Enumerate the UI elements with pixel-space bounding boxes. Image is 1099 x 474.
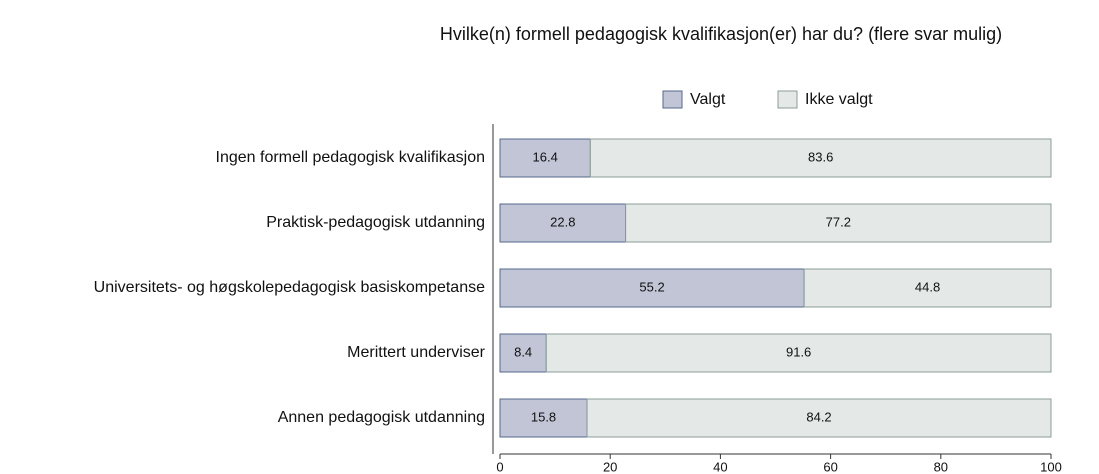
chart-title: Hvilke(n) formell pedagogisk kvalifikasj… [440,24,1002,44]
data-label: 91.6 [786,344,811,359]
legend-swatch [777,90,798,109]
bar-segment [803,268,1052,308]
category-label: Merittert underviser [347,344,485,361]
bar-segment [589,138,1052,178]
category-label: Praktisk-pedagogisk utdanning [266,214,485,231]
data-label: 44.8 [915,279,940,294]
bar-segment [586,398,1052,438]
data-label: 55.2 [639,279,664,294]
bar-segment [499,333,547,373]
data-label: 16.4 [533,149,558,164]
bar-segment [625,203,1052,243]
data-label: 8.4 [514,344,532,359]
x-tick-label: 0 [496,459,503,474]
bar-segment [499,138,591,178]
data-label: 84.2 [806,409,831,424]
legend-swatch [662,90,683,109]
category-label: Annen pedagogisk utdanning [278,409,485,426]
bar-segment [499,398,588,438]
category-label: Universitets- og høgskolepedagogisk basi… [94,279,485,296]
data-label: 83.6 [808,149,833,164]
data-label: 15.8 [531,409,556,424]
data-label: 77.2 [826,214,851,229]
x-tick-label: 20 [603,459,617,474]
x-tick-label: 60 [823,459,837,474]
legend-label: Ikke valgt [805,91,873,108]
bar-segment [545,333,1052,373]
x-tick-label: 40 [713,459,727,474]
data-label: 22.8 [550,214,575,229]
legend-label: Valgt [690,91,726,108]
x-tick-label: 100 [1040,459,1062,474]
x-tick-label: 80 [934,459,948,474]
category-label: Ingen formell pedagogisk kvalifikasjon [216,149,485,166]
